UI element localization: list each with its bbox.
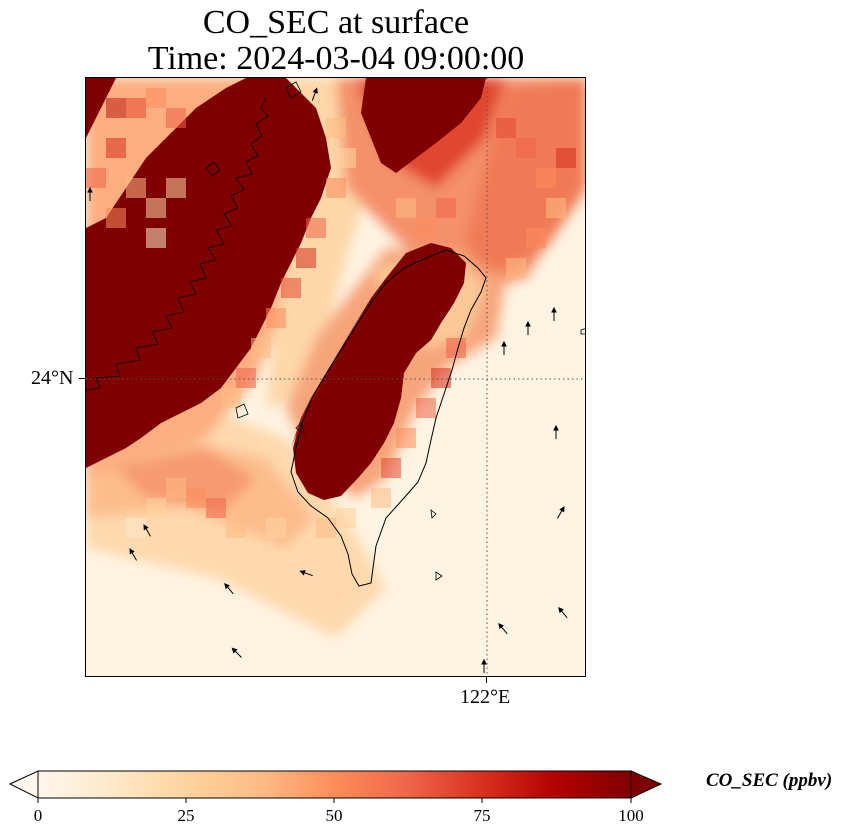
field-cell xyxy=(436,198,456,218)
field-cell xyxy=(536,168,556,188)
colorbar-tick-50: 50 xyxy=(325,806,343,825)
field-cell xyxy=(226,518,246,538)
field-cell xyxy=(236,368,256,388)
field-cell xyxy=(126,178,146,198)
lat-tickmark xyxy=(79,378,85,379)
field-cell xyxy=(556,148,576,168)
field-cell xyxy=(446,338,466,358)
field-cell xyxy=(546,198,566,218)
lon-tick-label: 122°E xyxy=(460,686,511,708)
field-cell xyxy=(396,428,416,448)
map-panel xyxy=(85,77,586,677)
field-cell xyxy=(266,308,286,328)
pixel-cells xyxy=(86,88,576,538)
colorbar-tick-25: 25 xyxy=(177,806,195,825)
field-cell xyxy=(506,258,526,278)
field-cell xyxy=(106,138,126,158)
field-cell xyxy=(166,478,186,498)
field-cell xyxy=(281,278,301,298)
field-cell xyxy=(396,198,416,218)
wind-arrow xyxy=(525,320,531,335)
field-cell xyxy=(86,168,106,188)
colorbar-tick-75: 75 xyxy=(473,806,491,825)
coastline-islands xyxy=(205,81,585,581)
field-cell xyxy=(416,218,436,238)
colorbar-gradient xyxy=(37,770,632,799)
wind-arrow xyxy=(311,87,318,101)
wind-arrow xyxy=(129,548,137,561)
wind-arrow xyxy=(553,424,559,439)
wind-vectors xyxy=(87,87,568,673)
gridlines xyxy=(86,78,585,676)
field-cell xyxy=(336,148,356,168)
colorbar-title: CO_SEC (ppbv) xyxy=(706,770,833,791)
colorbar-tick-100: 100 xyxy=(618,806,644,825)
field-cell xyxy=(296,248,316,268)
wind-arrow xyxy=(143,524,151,537)
field-cell xyxy=(186,488,206,508)
colorbar-max-extend xyxy=(630,770,663,799)
lat-tick-label: 24°N xyxy=(31,367,74,389)
wind-arrow xyxy=(551,306,557,321)
field-cell xyxy=(381,458,401,478)
field-cell xyxy=(221,388,241,408)
field-cell xyxy=(416,398,436,418)
wind-arrow xyxy=(481,658,487,673)
colorbar xyxy=(8,770,663,803)
lon-tickmark xyxy=(486,677,487,683)
field-cell xyxy=(336,508,356,528)
field-cell xyxy=(206,498,226,518)
wind-arrow xyxy=(558,607,568,619)
map-canvas xyxy=(86,78,585,676)
wind-arrow xyxy=(224,583,234,595)
field-cell xyxy=(326,178,346,198)
saturated-regions xyxy=(86,78,486,500)
field-cell xyxy=(146,228,166,248)
field-cell xyxy=(251,338,271,358)
mainland-coastline xyxy=(86,97,269,391)
field-cell xyxy=(106,208,126,228)
field-cell xyxy=(126,98,146,118)
taiwan-coastline xyxy=(290,249,487,587)
colorbar-min-extend xyxy=(8,770,39,799)
field-cell xyxy=(516,138,536,158)
field-cell xyxy=(431,368,451,388)
field-cell xyxy=(316,518,336,538)
wind-arrow xyxy=(299,570,313,577)
field-cell xyxy=(371,488,391,508)
field-cell xyxy=(146,198,166,218)
field-cell xyxy=(146,88,166,108)
wind-arrow xyxy=(557,506,565,519)
field-cell xyxy=(166,108,186,128)
field-cell xyxy=(126,518,146,538)
wind-arrow xyxy=(498,623,508,635)
field-cell xyxy=(106,98,126,118)
field-cell xyxy=(526,228,546,248)
field-cell xyxy=(166,178,186,198)
map-title-line2: Time: 2024-03-04 09:00:00 xyxy=(147,40,525,77)
field-cell xyxy=(496,118,516,138)
field-cell xyxy=(146,498,166,518)
map-title-line1: CO_SEC at surface xyxy=(202,4,470,41)
field-cell xyxy=(306,218,326,238)
field-cell xyxy=(266,518,286,538)
wind-arrow xyxy=(501,340,507,355)
field-cell xyxy=(326,118,346,138)
wind-arrow xyxy=(231,647,242,658)
colorbar-tick-0: 0 xyxy=(33,806,43,825)
wind-arrow xyxy=(87,186,93,201)
